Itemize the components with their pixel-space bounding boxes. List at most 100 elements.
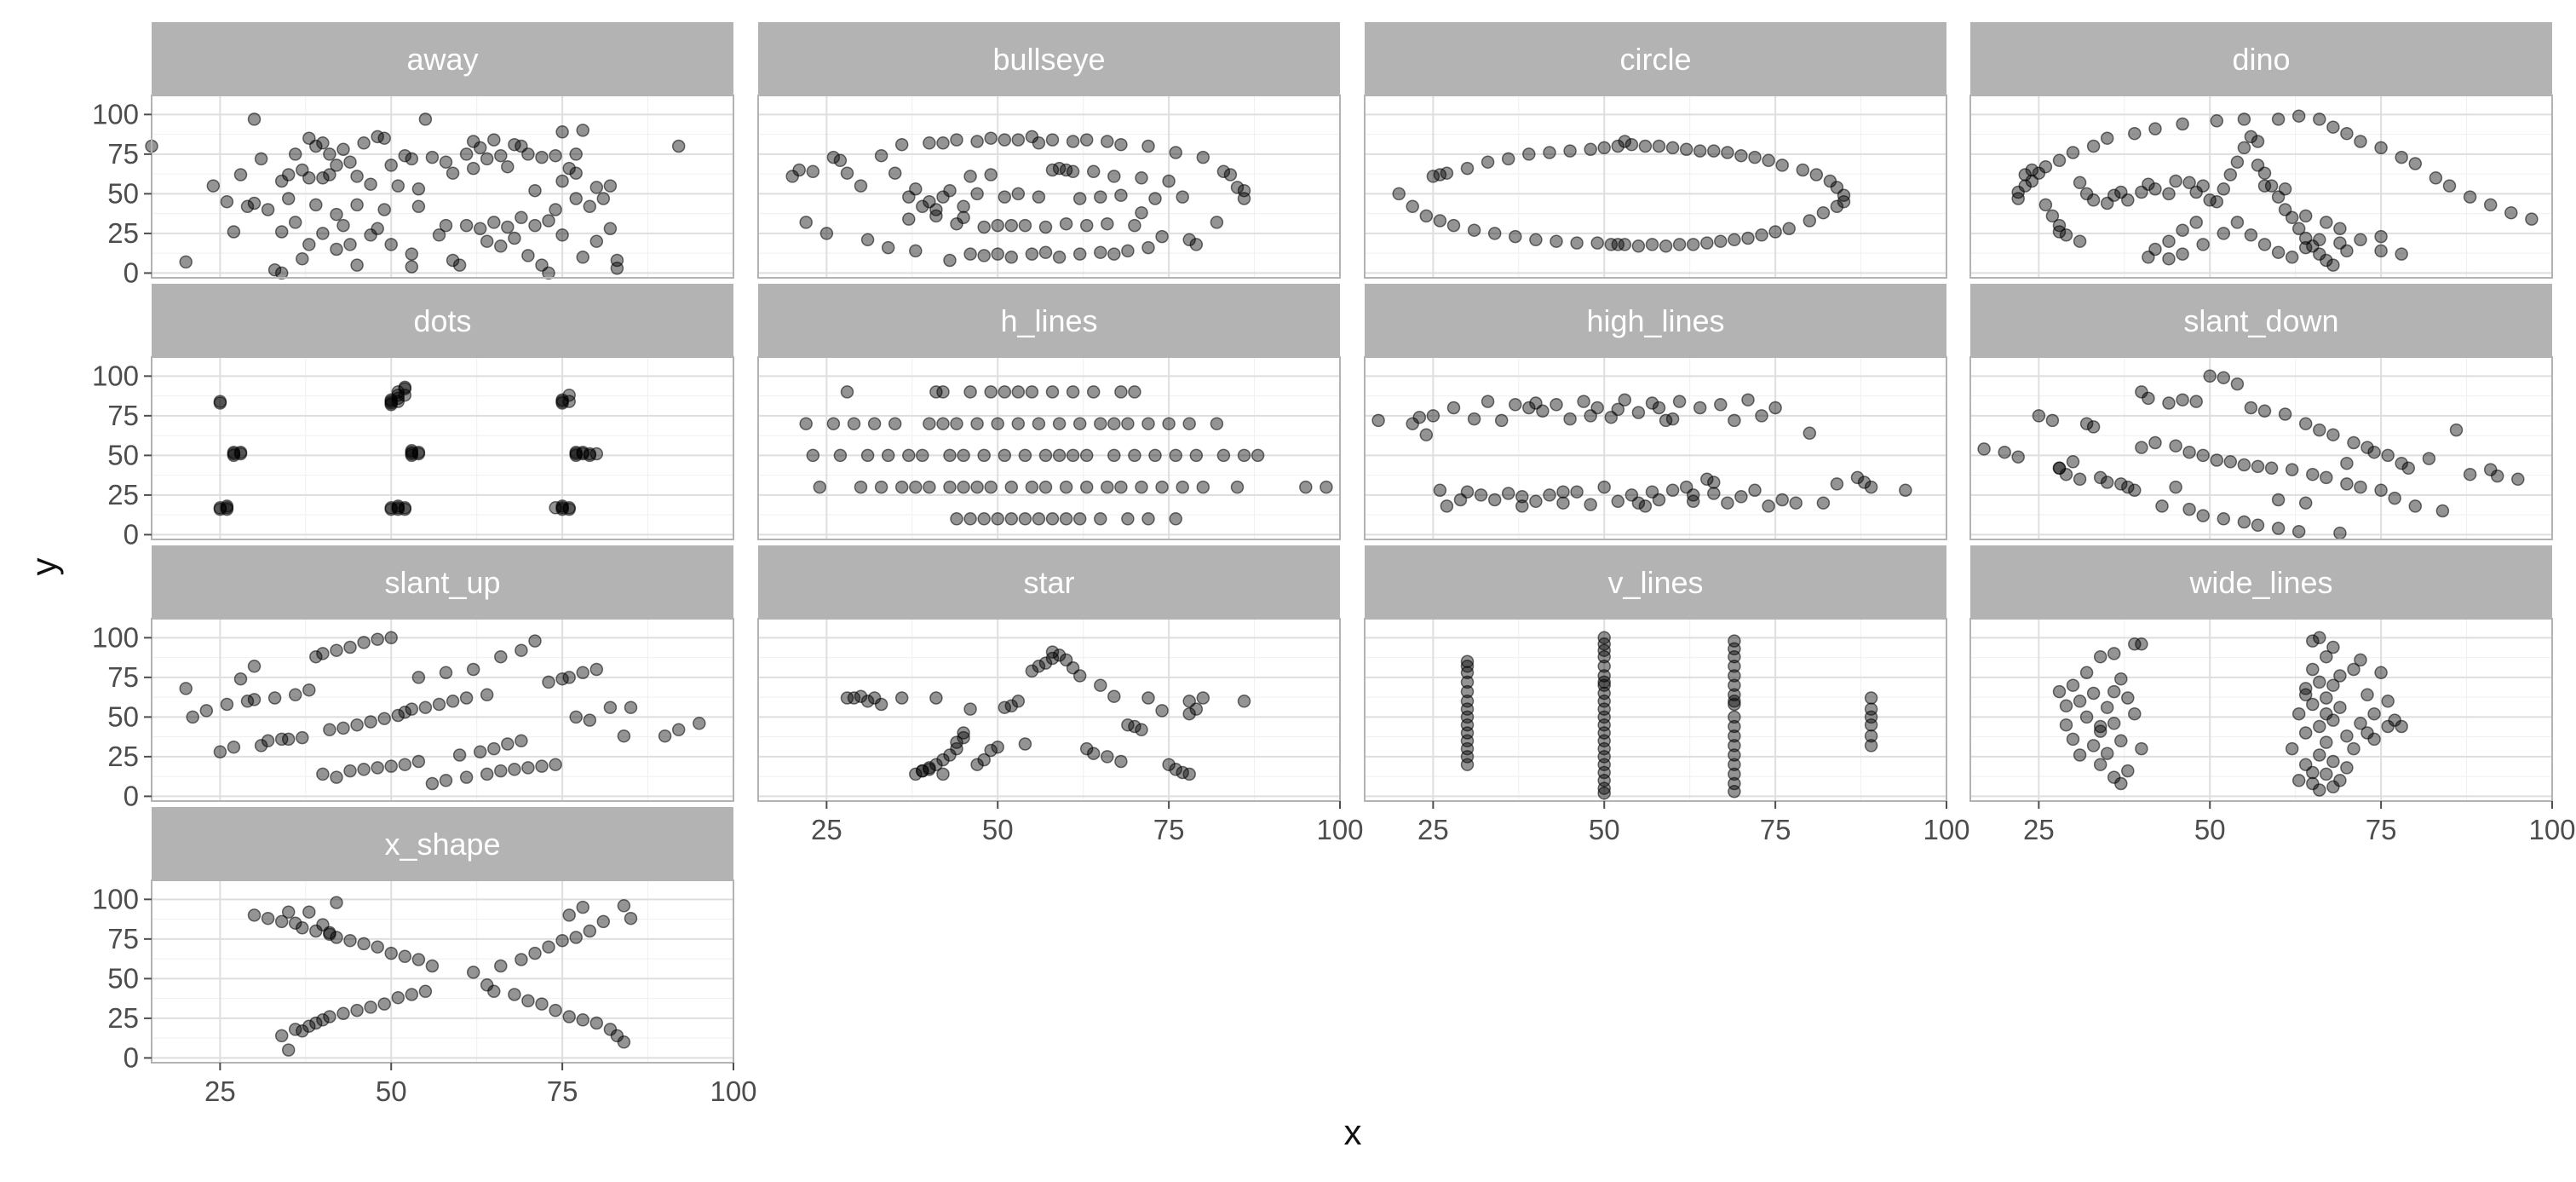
data-point [405,247,419,261]
data-point [542,675,555,689]
data-point [2176,117,2189,131]
data-point [1597,786,1611,800]
data-point [854,179,868,193]
data-point [2086,193,2101,207]
data-point [1857,476,1872,489]
data-point [2210,194,2224,209]
data-point [2093,724,2107,738]
data-point [569,710,583,724]
data-point [466,966,480,979]
data-point [1809,168,1824,182]
data-point [936,417,950,430]
data-point [2093,649,2107,664]
data-point [1474,488,1488,502]
data-point [323,147,336,161]
data-point [1728,748,1741,762]
data-point [2340,126,2354,141]
data-point [963,247,977,261]
y-tick-label: 50 [107,701,139,732]
data-point [459,147,474,161]
data-point [1032,136,1046,150]
data-point [364,1000,377,1014]
data-point [929,203,943,216]
data-point [2313,675,2326,689]
data-point [1440,499,1454,513]
panel-border [757,618,1341,802]
data-point [1864,691,1878,705]
data-point [1059,512,1073,526]
data-point [902,212,916,226]
data-point [2251,518,2265,533]
data-point [888,417,902,430]
data-point [957,726,970,740]
data-point [2162,234,2176,248]
data-point [854,480,868,494]
data-point [977,448,991,463]
facet-strip [758,284,1340,357]
data-point [2320,767,2333,781]
data-point [1597,649,1611,664]
data-point [2429,171,2443,185]
data-point [494,148,508,163]
data-point [336,1006,350,1021]
data-point [2128,483,2142,498]
data-point [1018,512,1032,526]
panel-border [1969,618,2553,802]
data-point [2162,251,2176,266]
data-point [261,203,275,216]
data-point [2422,452,2436,465]
data-point [2257,179,2272,193]
data-point [991,512,1004,526]
data-point [535,150,549,164]
data-point [1025,247,1039,261]
facet-strip-label: star [1023,565,1074,600]
data-point [1748,483,1762,498]
data-point [501,737,515,751]
data-point [336,721,350,735]
panel-border [1969,95,2553,279]
data-point [1467,223,1481,237]
data-point [542,940,555,954]
data-point [2066,732,2080,747]
data-point [806,164,820,179]
data-point [357,136,371,150]
data-point [281,905,296,919]
data-point [1107,689,1121,703]
y-tick-label: 100 [92,621,139,653]
data-point [2128,706,2142,721]
data-point [2374,141,2388,155]
data-point [391,990,405,1005]
data-point [1107,417,1121,430]
data-point [1816,205,1831,220]
data-point [1045,645,1060,659]
data-point [902,448,916,463]
data-point [494,649,508,664]
data-point [1406,199,1419,214]
data-point [1755,409,1768,423]
data-point [1563,412,1577,426]
data-point [1135,205,1148,220]
data-point [1162,174,1176,188]
data-point [1543,488,1556,502]
data-point [610,262,624,275]
data-point [1011,695,1026,708]
data-point [2230,155,2245,169]
data-point [418,984,433,999]
data-point [1755,228,1768,242]
data-point [391,708,405,723]
data-point [309,1016,323,1030]
data-point [274,914,289,929]
data-point [2114,477,2128,491]
data-point [2320,735,2333,749]
facet-strip-label: x_shape [384,827,500,862]
data-point [309,198,323,212]
panel-border [1364,356,1947,540]
data-point [405,260,419,274]
data-point [2059,718,2073,732]
data-point [2086,139,2101,153]
panel-border [151,95,734,279]
data-point [1169,512,1182,526]
data-point [1707,144,1721,158]
data-point [1550,398,1563,412]
data-point [923,761,936,775]
